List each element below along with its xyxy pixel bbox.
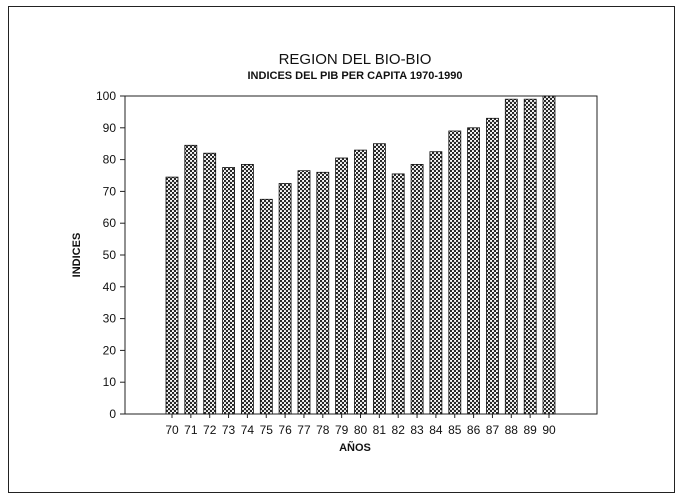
bar-71 (184, 144, 198, 415)
x-tick-label-90: 90 (542, 423, 556, 437)
bar-75 (259, 198, 273, 415)
y-tick-label-30: 30 (103, 312, 117, 326)
bar-82 (391, 173, 405, 415)
bar-77 (297, 170, 311, 415)
bar-89 (523, 98, 537, 415)
bar-79 (335, 157, 349, 415)
y-tick-label-80: 80 (103, 153, 117, 167)
x-tick-label-82: 82 (392, 423, 406, 437)
bar-90 (542, 95, 556, 415)
x-tick-label-76: 76 (278, 423, 292, 437)
x-tick-label-79: 79 (335, 423, 349, 437)
y-tick-label-20: 20 (103, 343, 117, 357)
x-axis-label: AÑOS (339, 441, 371, 454)
bar-78 (316, 171, 330, 415)
y-tick-label-40: 40 (103, 280, 117, 294)
y-tick-label-60: 60 (103, 216, 117, 230)
bar-84 (429, 151, 443, 415)
x-tick-label-86: 86 (467, 423, 481, 437)
bar-74 (240, 163, 254, 415)
x-tick-label-87: 87 (486, 423, 500, 437)
x-tick-label-77: 77 (297, 423, 311, 437)
bar-76 (278, 183, 292, 415)
bars-group (165, 95, 556, 415)
bar-72 (203, 152, 217, 415)
bar-88 (504, 98, 518, 415)
y-tick-label-90: 90 (103, 121, 117, 135)
bar-86 (467, 127, 481, 415)
y-tick-label-100: 100 (96, 89, 116, 103)
x-tick-label-73: 73 (222, 423, 236, 437)
bar-85 (448, 130, 462, 415)
x-tick-label-83: 83 (410, 423, 424, 437)
x-tick-label-89: 89 (523, 423, 537, 437)
bar-81 (372, 143, 386, 415)
y-tick-label-50: 50 (103, 248, 117, 262)
y-axis-label: INDICES (71, 233, 83, 278)
y-tick-label-70: 70 (103, 184, 117, 198)
bar-80 (354, 149, 367, 415)
x-tick-label-88: 88 (505, 423, 519, 437)
y-tick-label-10: 10 (103, 375, 117, 389)
x-tick-label-71: 71 (184, 423, 198, 437)
x-tick-label-74: 74 (241, 423, 255, 437)
chart-subtitle: INDICES DEL PIB PER CAPITA 1970-1990 (248, 70, 463, 82)
x-tick-label-78: 78 (316, 423, 330, 437)
chart-title: REGION DEL BIO-BIO (279, 51, 432, 68)
bar-87 (486, 117, 499, 415)
y-tick-label-0: 0 (109, 407, 116, 421)
bar-73 (222, 167, 236, 415)
x-tick-label-81: 81 (373, 423, 387, 437)
x-tick-label-85: 85 (448, 423, 462, 437)
y-axis-ticks: 0 10 20 30 40 50 60 70 80 90 100 (96, 89, 125, 421)
x-tick-label-84: 84 (429, 423, 443, 437)
bar-83 (410, 163, 424, 415)
x-tick-label-70: 70 (165, 423, 179, 437)
bar-70 (165, 176, 179, 415)
x-tick-label-75: 75 (260, 423, 274, 437)
x-axis-ticks: 70 71 72 73 74 75 76 77 78 79 80 81 82 83 84 85 86 87 88 89… (165, 414, 556, 437)
x-tick-label-72: 72 (203, 423, 217, 437)
x-tick-label-80: 80 (354, 423, 368, 437)
